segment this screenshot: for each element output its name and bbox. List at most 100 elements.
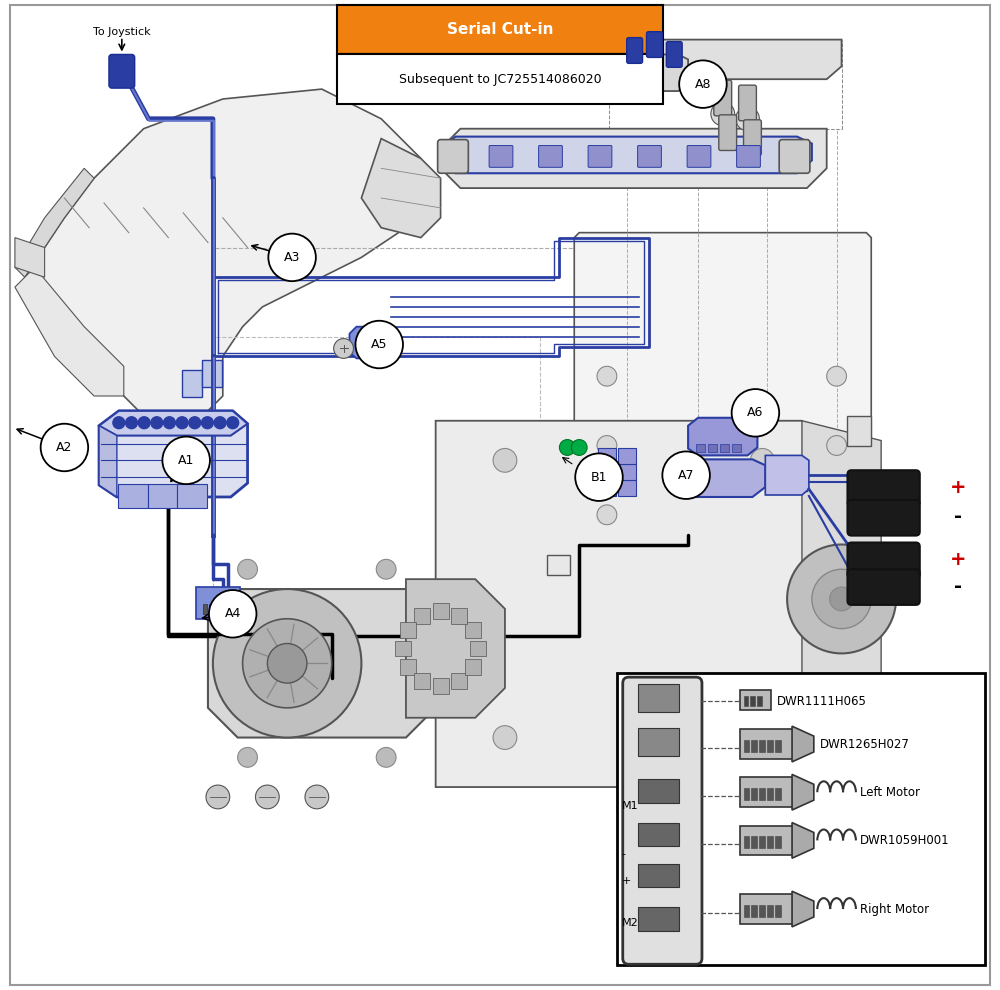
Bar bbox=[744, 905, 749, 917]
FancyBboxPatch shape bbox=[638, 823, 679, 846]
Text: A6: A6 bbox=[747, 406, 764, 420]
FancyBboxPatch shape bbox=[627, 38, 643, 63]
Polygon shape bbox=[802, 421, 881, 787]
Circle shape bbox=[189, 417, 201, 429]
Circle shape bbox=[787, 544, 896, 653]
Text: A7: A7 bbox=[678, 468, 694, 482]
FancyBboxPatch shape bbox=[588, 146, 612, 167]
Circle shape bbox=[206, 785, 230, 809]
Circle shape bbox=[662, 451, 710, 499]
Text: A3: A3 bbox=[284, 250, 300, 264]
Circle shape bbox=[732, 389, 779, 437]
Circle shape bbox=[162, 437, 210, 484]
Circle shape bbox=[214, 417, 226, 429]
Text: To Joystick: To Joystick bbox=[93, 27, 151, 37]
Circle shape bbox=[830, 587, 853, 611]
Text: A4: A4 bbox=[225, 607, 241, 621]
Bar bbox=[757, 696, 762, 706]
Bar bbox=[767, 741, 773, 752]
FancyBboxPatch shape bbox=[337, 5, 663, 54]
Polygon shape bbox=[350, 327, 389, 358]
Bar bbox=[751, 837, 757, 848]
Polygon shape bbox=[99, 411, 248, 436]
FancyBboxPatch shape bbox=[638, 684, 679, 712]
Polygon shape bbox=[99, 411, 248, 497]
FancyBboxPatch shape bbox=[182, 370, 202, 397]
FancyBboxPatch shape bbox=[638, 729, 679, 756]
Polygon shape bbox=[361, 139, 441, 238]
FancyBboxPatch shape bbox=[687, 146, 711, 167]
Bar bbox=[744, 696, 748, 706]
Bar bbox=[203, 604, 207, 614]
FancyBboxPatch shape bbox=[719, 115, 737, 150]
Circle shape bbox=[716, 137, 740, 160]
Bar bbox=[744, 741, 749, 752]
Circle shape bbox=[711, 102, 735, 126]
Text: +: + bbox=[950, 477, 967, 497]
Circle shape bbox=[209, 590, 256, 638]
FancyBboxPatch shape bbox=[618, 448, 636, 464]
Circle shape bbox=[267, 644, 307, 683]
Polygon shape bbox=[441, 129, 827, 188]
Polygon shape bbox=[607, 54, 688, 91]
FancyBboxPatch shape bbox=[739, 85, 756, 121]
Circle shape bbox=[493, 726, 517, 749]
FancyBboxPatch shape bbox=[740, 826, 793, 855]
Text: -: - bbox=[954, 576, 962, 596]
Polygon shape bbox=[15, 267, 124, 396]
Bar bbox=[465, 659, 481, 675]
Bar bbox=[759, 788, 765, 800]
Circle shape bbox=[559, 440, 575, 455]
Bar bbox=[400, 622, 416, 638]
Text: +: + bbox=[950, 549, 967, 569]
Bar bbox=[775, 788, 781, 800]
Text: M2: M2 bbox=[622, 918, 639, 928]
Circle shape bbox=[750, 726, 774, 749]
Circle shape bbox=[597, 505, 617, 525]
Circle shape bbox=[827, 436, 846, 455]
Bar bbox=[465, 622, 481, 638]
Text: -: - bbox=[622, 849, 626, 859]
Bar bbox=[221, 604, 225, 614]
FancyBboxPatch shape bbox=[196, 587, 240, 619]
Text: A2: A2 bbox=[56, 441, 73, 454]
Bar bbox=[708, 444, 717, 452]
FancyBboxPatch shape bbox=[109, 54, 135, 88]
Circle shape bbox=[355, 321, 403, 368]
Polygon shape bbox=[792, 891, 814, 927]
Bar bbox=[759, 741, 765, 752]
Bar bbox=[759, 837, 765, 848]
Bar bbox=[767, 788, 773, 800]
Circle shape bbox=[376, 747, 396, 767]
FancyBboxPatch shape bbox=[714, 80, 732, 116]
FancyBboxPatch shape bbox=[638, 863, 679, 887]
Bar bbox=[744, 837, 749, 848]
Circle shape bbox=[741, 142, 764, 165]
Bar bbox=[433, 678, 449, 694]
Polygon shape bbox=[208, 589, 436, 738]
FancyBboxPatch shape bbox=[737, 146, 760, 167]
Circle shape bbox=[113, 417, 125, 429]
Circle shape bbox=[227, 417, 239, 429]
Circle shape bbox=[575, 453, 623, 501]
FancyBboxPatch shape bbox=[740, 777, 793, 807]
Polygon shape bbox=[15, 238, 45, 277]
Bar bbox=[414, 608, 430, 624]
Circle shape bbox=[571, 440, 587, 455]
Bar bbox=[227, 604, 231, 614]
Polygon shape bbox=[792, 727, 814, 762]
Text: Subsequent to JC725514086020: Subsequent to JC725514086020 bbox=[399, 72, 601, 86]
Polygon shape bbox=[441, 137, 812, 173]
FancyBboxPatch shape bbox=[598, 480, 616, 496]
FancyBboxPatch shape bbox=[623, 677, 702, 964]
Bar bbox=[744, 788, 749, 800]
FancyBboxPatch shape bbox=[638, 146, 661, 167]
FancyBboxPatch shape bbox=[744, 120, 761, 155]
FancyBboxPatch shape bbox=[740, 894, 793, 924]
Circle shape bbox=[305, 785, 329, 809]
Circle shape bbox=[238, 559, 257, 579]
Circle shape bbox=[812, 569, 871, 629]
Bar bbox=[767, 905, 773, 917]
Bar bbox=[433, 603, 449, 619]
FancyBboxPatch shape bbox=[148, 484, 177, 508]
